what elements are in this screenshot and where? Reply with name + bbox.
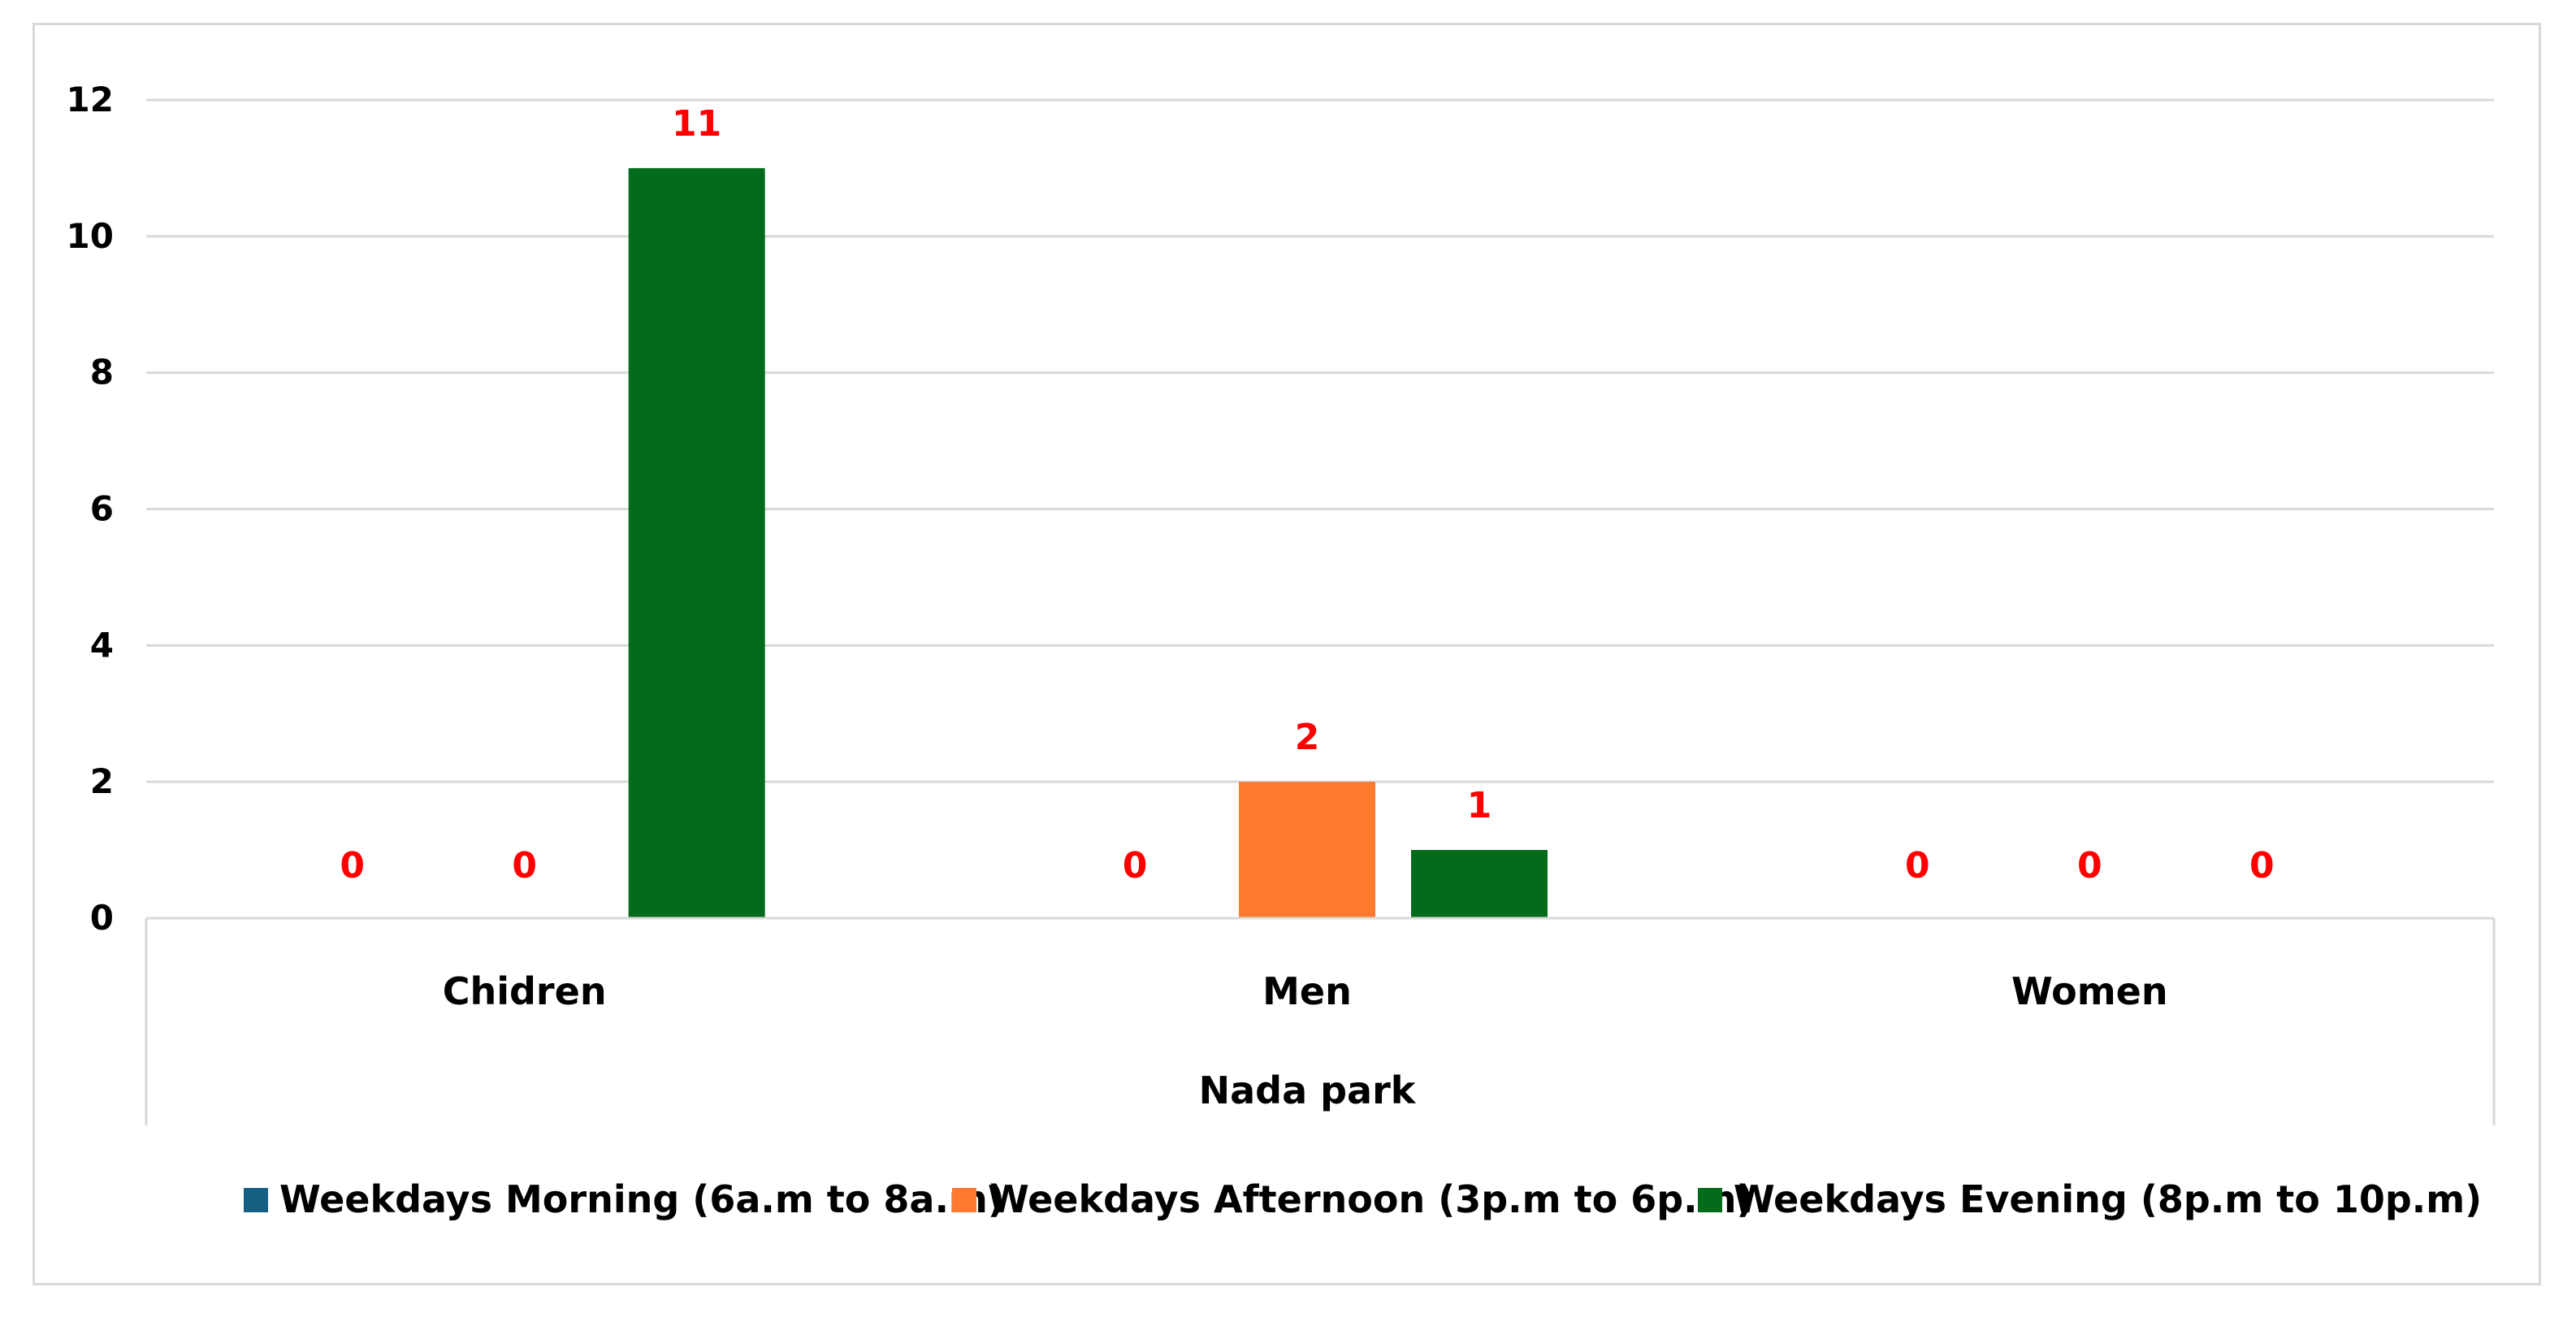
y-tick-label: 2	[90, 761, 114, 801]
y-tick-label: 12	[67, 80, 114, 119]
data-labels: 0 0 11 0 2 1 0 0 0	[340, 103, 2274, 886]
data-label: 0	[512, 845, 537, 886]
category-label-men: Men	[1262, 969, 1352, 1013]
legend-label-2: Weekdays Evening (8p.m to 10p.m)	[1734, 1177, 2482, 1221]
legend: Weekdays Morning (6a.m to 8a.m)Weekdays …	[244, 1177, 2482, 1221]
data-label: 2	[1295, 717, 1320, 758]
y-axis-ticks: 0 2 4 6 8 10 12	[67, 80, 114, 938]
data-label: 0	[1905, 845, 1930, 886]
y-tick-label: 0	[90, 898, 114, 938]
bar-men-series-1	[1239, 782, 1375, 918]
chart-frame	[32, 23, 2541, 1285]
legend-label-1: Weekdays Afternoon (3p.m to 6p.m)	[988, 1177, 1754, 1221]
data-label: 1	[1467, 785, 1492, 826]
group-label: Nada park	[1199, 1068, 1417, 1112]
category-label-women: Women	[2011, 969, 2168, 1013]
legend-swatch-2	[1698, 1188, 1722, 1212]
y-tick-label: 10	[67, 216, 114, 256]
bar-chidren-series-2	[628, 167, 765, 918]
data-label: 0	[1123, 845, 1148, 886]
legend-swatch-0	[244, 1188, 268, 1212]
data-label: 0	[340, 845, 365, 886]
x-axis: Chidren Men Women Nada park	[145, 917, 2496, 1125]
y-tick-label: 8	[90, 353, 114, 392]
bar-men-series-2	[1411, 850, 1548, 918]
data-label: 0	[2249, 845, 2275, 886]
legend-swatch-1	[952, 1188, 976, 1212]
data-label: 0	[2077, 845, 2102, 886]
category-label-chidren: Chidren	[443, 969, 607, 1013]
legend-label-0: Weekdays Morning (6a.m to 8a.m)	[279, 1177, 1005, 1221]
y-tick-label: 6	[90, 489, 114, 529]
data-label: 11	[672, 103, 721, 145]
y-tick-label: 4	[90, 625, 114, 665]
bars	[628, 167, 1548, 918]
